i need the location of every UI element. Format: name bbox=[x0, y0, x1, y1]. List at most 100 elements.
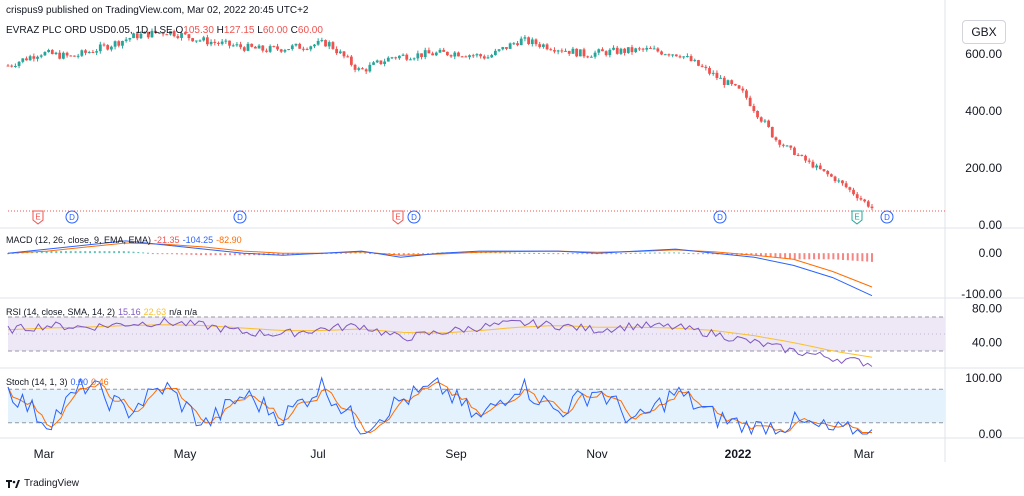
candle-body bbox=[578, 49, 582, 57]
candle-body bbox=[390, 57, 394, 59]
candle-body bbox=[342, 51, 346, 57]
macd-histogram-bar bbox=[644, 252, 647, 254]
macd-histogram-bar bbox=[803, 253, 806, 260]
candle-body bbox=[364, 69, 368, 72]
candle-body bbox=[32, 56, 36, 59]
macd-histogram-bar bbox=[591, 253, 594, 255]
candle-body bbox=[575, 48, 579, 57]
macd-histogram-bar bbox=[127, 251, 130, 254]
ohlc-open-label: O bbox=[175, 25, 184, 36]
candle-body bbox=[730, 80, 734, 85]
macd-histogram-bar bbox=[190, 253, 193, 255]
candle-body bbox=[604, 51, 608, 56]
candle-body bbox=[567, 50, 571, 54]
rsi-pane[interactable] bbox=[7, 316, 945, 367]
candle-body bbox=[811, 161, 815, 168]
candle-body bbox=[800, 154, 804, 156]
ohlc-low-value: 60.00 bbox=[262, 25, 288, 36]
macd-histogram-bar bbox=[98, 251, 101, 254]
earnings-marker-shape bbox=[392, 210, 404, 225]
macd-histogram-bar bbox=[142, 252, 145, 254]
macd-histogram-bar bbox=[571, 253, 574, 255]
candle-body bbox=[228, 40, 231, 46]
macd-histogram-bar bbox=[682, 252, 685, 254]
candle-body bbox=[866, 201, 870, 207]
macd-histogram-bar bbox=[282, 253, 285, 256]
tradingview-footer[interactable]: TradingView bbox=[6, 478, 79, 489]
macd-pane[interactable] bbox=[7, 240, 873, 297]
candle-body bbox=[453, 52, 457, 57]
candle-body bbox=[637, 48, 641, 50]
candle-body bbox=[132, 33, 135, 39]
macd-histogram-bar bbox=[702, 253, 705, 255]
macd-histogram-bar bbox=[620, 253, 623, 255]
earnings-marker-shape bbox=[851, 210, 863, 225]
candle-body bbox=[386, 57, 390, 62]
candle-body bbox=[464, 56, 468, 58]
stoch-d-value: 0.46 bbox=[91, 377, 109, 387]
candle-body bbox=[774, 137, 778, 141]
currency-badge[interactable]: GBX bbox=[962, 20, 1006, 44]
candle-body bbox=[859, 198, 863, 200]
macd-histogram-bar bbox=[412, 253, 415, 255]
macd-histogram-bar bbox=[291, 253, 294, 255]
macd-histogram-bar bbox=[494, 252, 497, 254]
dividend-marker-label: D bbox=[69, 213, 75, 222]
macd-histogram-bar bbox=[79, 251, 82, 254]
macd-histogram-bar bbox=[788, 253, 791, 259]
candle-body bbox=[102, 44, 106, 46]
candle-body bbox=[287, 49, 291, 51]
candle-body bbox=[615, 47, 619, 54]
macd-histogram-bar bbox=[518, 252, 521, 254]
earnings-marker-label: E bbox=[854, 213, 859, 222]
candle-body bbox=[804, 155, 807, 161]
stoch-pane[interactable] bbox=[7, 376, 945, 436]
candle-body bbox=[715, 72, 719, 78]
macd-histogram-bar bbox=[364, 252, 367, 254]
candle-body bbox=[146, 31, 150, 38]
candle-body bbox=[538, 44, 542, 47]
candle-body bbox=[837, 180, 841, 182]
macd-histogram-bar bbox=[663, 252, 666, 254]
macd-histogram-bar bbox=[233, 253, 236, 256]
candle-body bbox=[660, 51, 663, 55]
candle-body bbox=[372, 62, 375, 65]
ohlc-high-label: H bbox=[216, 25, 224, 36]
candle-body bbox=[98, 44, 102, 52]
candle-body bbox=[527, 37, 531, 45]
macd-histogram-bar bbox=[349, 252, 352, 254]
candle-body bbox=[139, 33, 143, 39]
macd-tick-label: -100.00 bbox=[961, 287, 1002, 301]
gridlines bbox=[0, 0, 1024, 462]
earnings-marker: E bbox=[851, 210, 863, 225]
candle-body bbox=[217, 42, 220, 44]
macd-histogram-bar bbox=[200, 253, 203, 256]
macd-histogram-bar bbox=[547, 253, 550, 255]
symbol-legend: EVRAZ PLC ORD USD0.05, 1D, LSE O105.30 H… bbox=[6, 25, 323, 36]
candle-body bbox=[113, 41, 117, 47]
macd-histogram-bar bbox=[224, 253, 227, 256]
candle-body bbox=[708, 67, 711, 74]
dividend-marker: D bbox=[233, 210, 247, 224]
candle-body bbox=[460, 56, 464, 58]
macd-histogram-bar bbox=[504, 252, 507, 254]
symbol-name: EVRAZ PLC ORD USD0.05, 1D, LSE bbox=[6, 25, 173, 36]
candle-body bbox=[671, 54, 675, 56]
macd-histogram-bar bbox=[687, 253, 690, 255]
dividend-marker-label: D bbox=[237, 213, 243, 222]
macd-histogram-bar bbox=[658, 252, 661, 254]
macd-histogram-bar bbox=[489, 252, 492, 254]
candle-body bbox=[17, 61, 21, 66]
macd-histogram-bar bbox=[180, 253, 183, 255]
stoch-d-line bbox=[7, 381, 872, 434]
macd-histogram-bar bbox=[832, 253, 835, 260]
candle-body bbox=[848, 187, 852, 190]
candle-body bbox=[479, 54, 483, 57]
candle-body bbox=[697, 60, 700, 66]
candle-body bbox=[176, 36, 180, 38]
macd-histogram-bar bbox=[808, 253, 811, 260]
candle-body bbox=[549, 49, 553, 51]
candle-body bbox=[257, 45, 261, 49]
